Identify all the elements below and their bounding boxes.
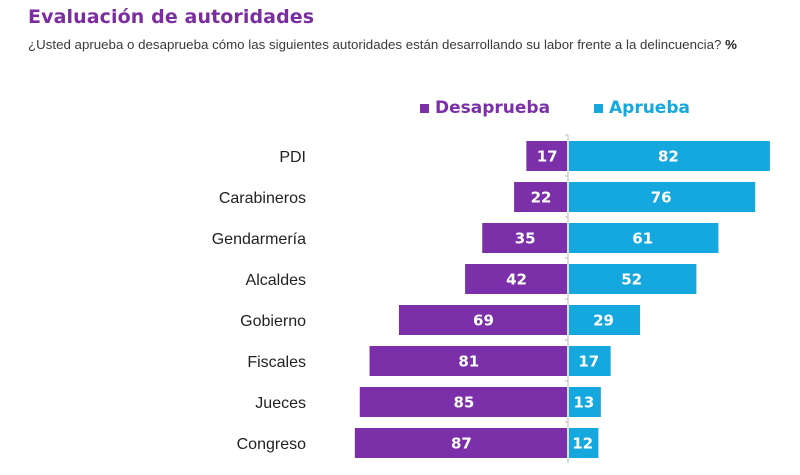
data-label-aprueba: 12 (572, 435, 593, 453)
category-label: Gendarmería (212, 231, 306, 248)
bar-aprueba (569, 346, 611, 376)
legend-swatch-aprueba (594, 103, 603, 113)
subtitle-text: ¿Usted aprueba o desaprueba cómo las sig… (28, 37, 722, 52)
bar-desaprueba (359, 387, 567, 417)
category-label: Gobierno (240, 313, 306, 330)
data-label-aprueba: 13 (573, 394, 594, 412)
data-label-aprueba: 82 (658, 148, 679, 166)
category-label: Jueces (255, 395, 306, 412)
data-label-desaprueba: 42 (506, 271, 527, 289)
bar-desaprueba (526, 141, 567, 171)
bar-desaprueba (482, 223, 567, 253)
bar-desaprueba (398, 305, 567, 335)
legend-item-desaprueba: Desaprueba (420, 98, 550, 118)
category-label: Carabineros (219, 190, 306, 207)
bar-aprueba (569, 387, 601, 417)
data-label-aprueba: 52 (621, 271, 642, 289)
legend-swatch-desaprueba (420, 103, 429, 113)
data-label-desaprueba: 69 (473, 312, 494, 330)
bar-aprueba (569, 141, 770, 171)
bar-desaprueba (465, 264, 567, 294)
bar-aprueba (569, 264, 697, 294)
bar-desaprueba (514, 182, 567, 212)
bar-aprueba (569, 223, 719, 253)
data-label-aprueba: 29 (593, 312, 614, 330)
legend-label-aprueba: Aprueba (609, 98, 690, 118)
bar-aprueba (569, 305, 641, 335)
data-label-aprueba: 76 (651, 189, 672, 207)
category-label: PDI (279, 149, 306, 166)
bar-aprueba (569, 428, 599, 458)
data-label-desaprueba: 35 (515, 230, 536, 248)
chart-subtitle: ¿Usted aprueba o desaprueba cómo las sig… (28, 37, 748, 53)
data-label-desaprueba: 85 (453, 394, 474, 412)
data-label-aprueba: 17 (578, 353, 599, 371)
legend-label-desaprueba: Desaprueba (435, 98, 551, 118)
data-label-desaprueba: 17 (537, 148, 558, 166)
data-label-desaprueba: 87 (451, 435, 472, 453)
category-label: Alcaldes (246, 272, 306, 289)
data-label-aprueba: 61 (632, 230, 653, 248)
bar-desaprueba (369, 346, 567, 376)
category-label: Congreso (237, 436, 306, 453)
category-label: Fiscales (247, 354, 306, 371)
data-label-desaprueba: 81 (458, 353, 479, 371)
bar-desaprueba (354, 428, 567, 458)
legend-item-aprueba: Aprueba (594, 98, 690, 118)
subtitle-unit: % (725, 37, 737, 52)
data-label-desaprueba: 22 (531, 189, 552, 207)
bar-aprueba (569, 182, 756, 212)
chart-title: Evaluación de autoridades (28, 6, 315, 28)
